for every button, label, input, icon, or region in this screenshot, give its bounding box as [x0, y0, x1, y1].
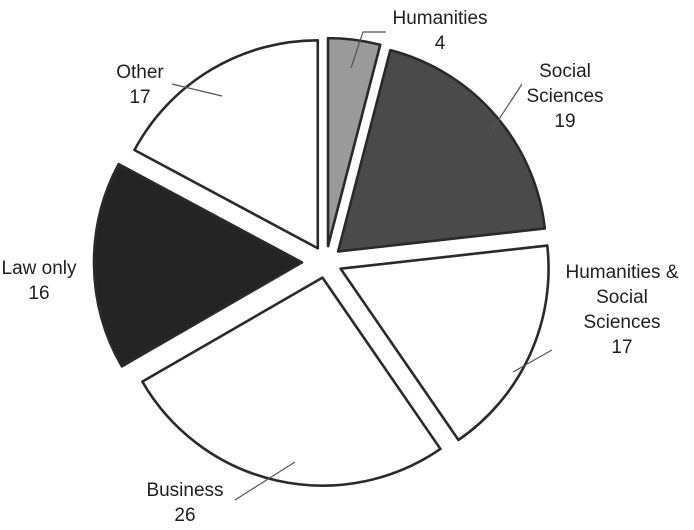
leader-line-humanities-and-social-sciences — [512, 349, 553, 373]
leader-line-humanities — [350, 31, 386, 69]
slice-name: Law only — [2, 258, 77, 279]
leader-line-social-sciences — [491, 83, 523, 131]
pie-slice-social-sciences — [336, 48, 547, 253]
slice-label-other: Other 17 — [116, 62, 164, 108]
pie-slice-business — [141, 276, 442, 487]
slice-name: Social — [596, 287, 648, 308]
slice-value: 16 — [28, 283, 49, 304]
slice-label-law-only: Law only 16 — [2, 258, 77, 304]
leader-line-business — [234, 461, 296, 501]
slice-value: 4 — [435, 33, 446, 54]
slice-value: 17 — [611, 337, 632, 358]
slice-name: Sciences — [526, 86, 603, 107]
slice-value: 17 — [129, 87, 150, 108]
slice-name: Other — [116, 62, 164, 83]
pie-slices — [92, 36, 550, 487]
leader-lines — [171, 31, 553, 501]
slice-label-social-sciences: Social Sciences 19 — [526, 61, 603, 132]
pie-slice-humanities-and-social-sciences — [339, 244, 550, 442]
slice-name: Humanities & — [566, 262, 679, 283]
slice-labels: Humanities 4 Social Sciences 19 Humanities & S… — [2, 8, 679, 526]
slice-label-humanities: Humanities 4 — [392, 8, 487, 54]
slice-name: Sciences — [583, 312, 660, 333]
leader-line-other — [171, 83, 223, 97]
slice-name: Business — [146, 480, 223, 501]
pie-slice-other — [133, 38, 320, 250]
slice-value: 26 — [174, 505, 195, 526]
slice-value: 19 — [554, 111, 575, 132]
slice-label-humanities-and-social-sciences: Humanities & Social Sciences 17 — [566, 262, 679, 358]
slice-name: Humanities — [392, 8, 487, 29]
pie-slice-humanities — [326, 36, 382, 248]
slice-label-business: Business 26 — [146, 480, 223, 526]
slice-name: Social — [539, 61, 591, 82]
pie-slice-law-only — [92, 162, 304, 368]
